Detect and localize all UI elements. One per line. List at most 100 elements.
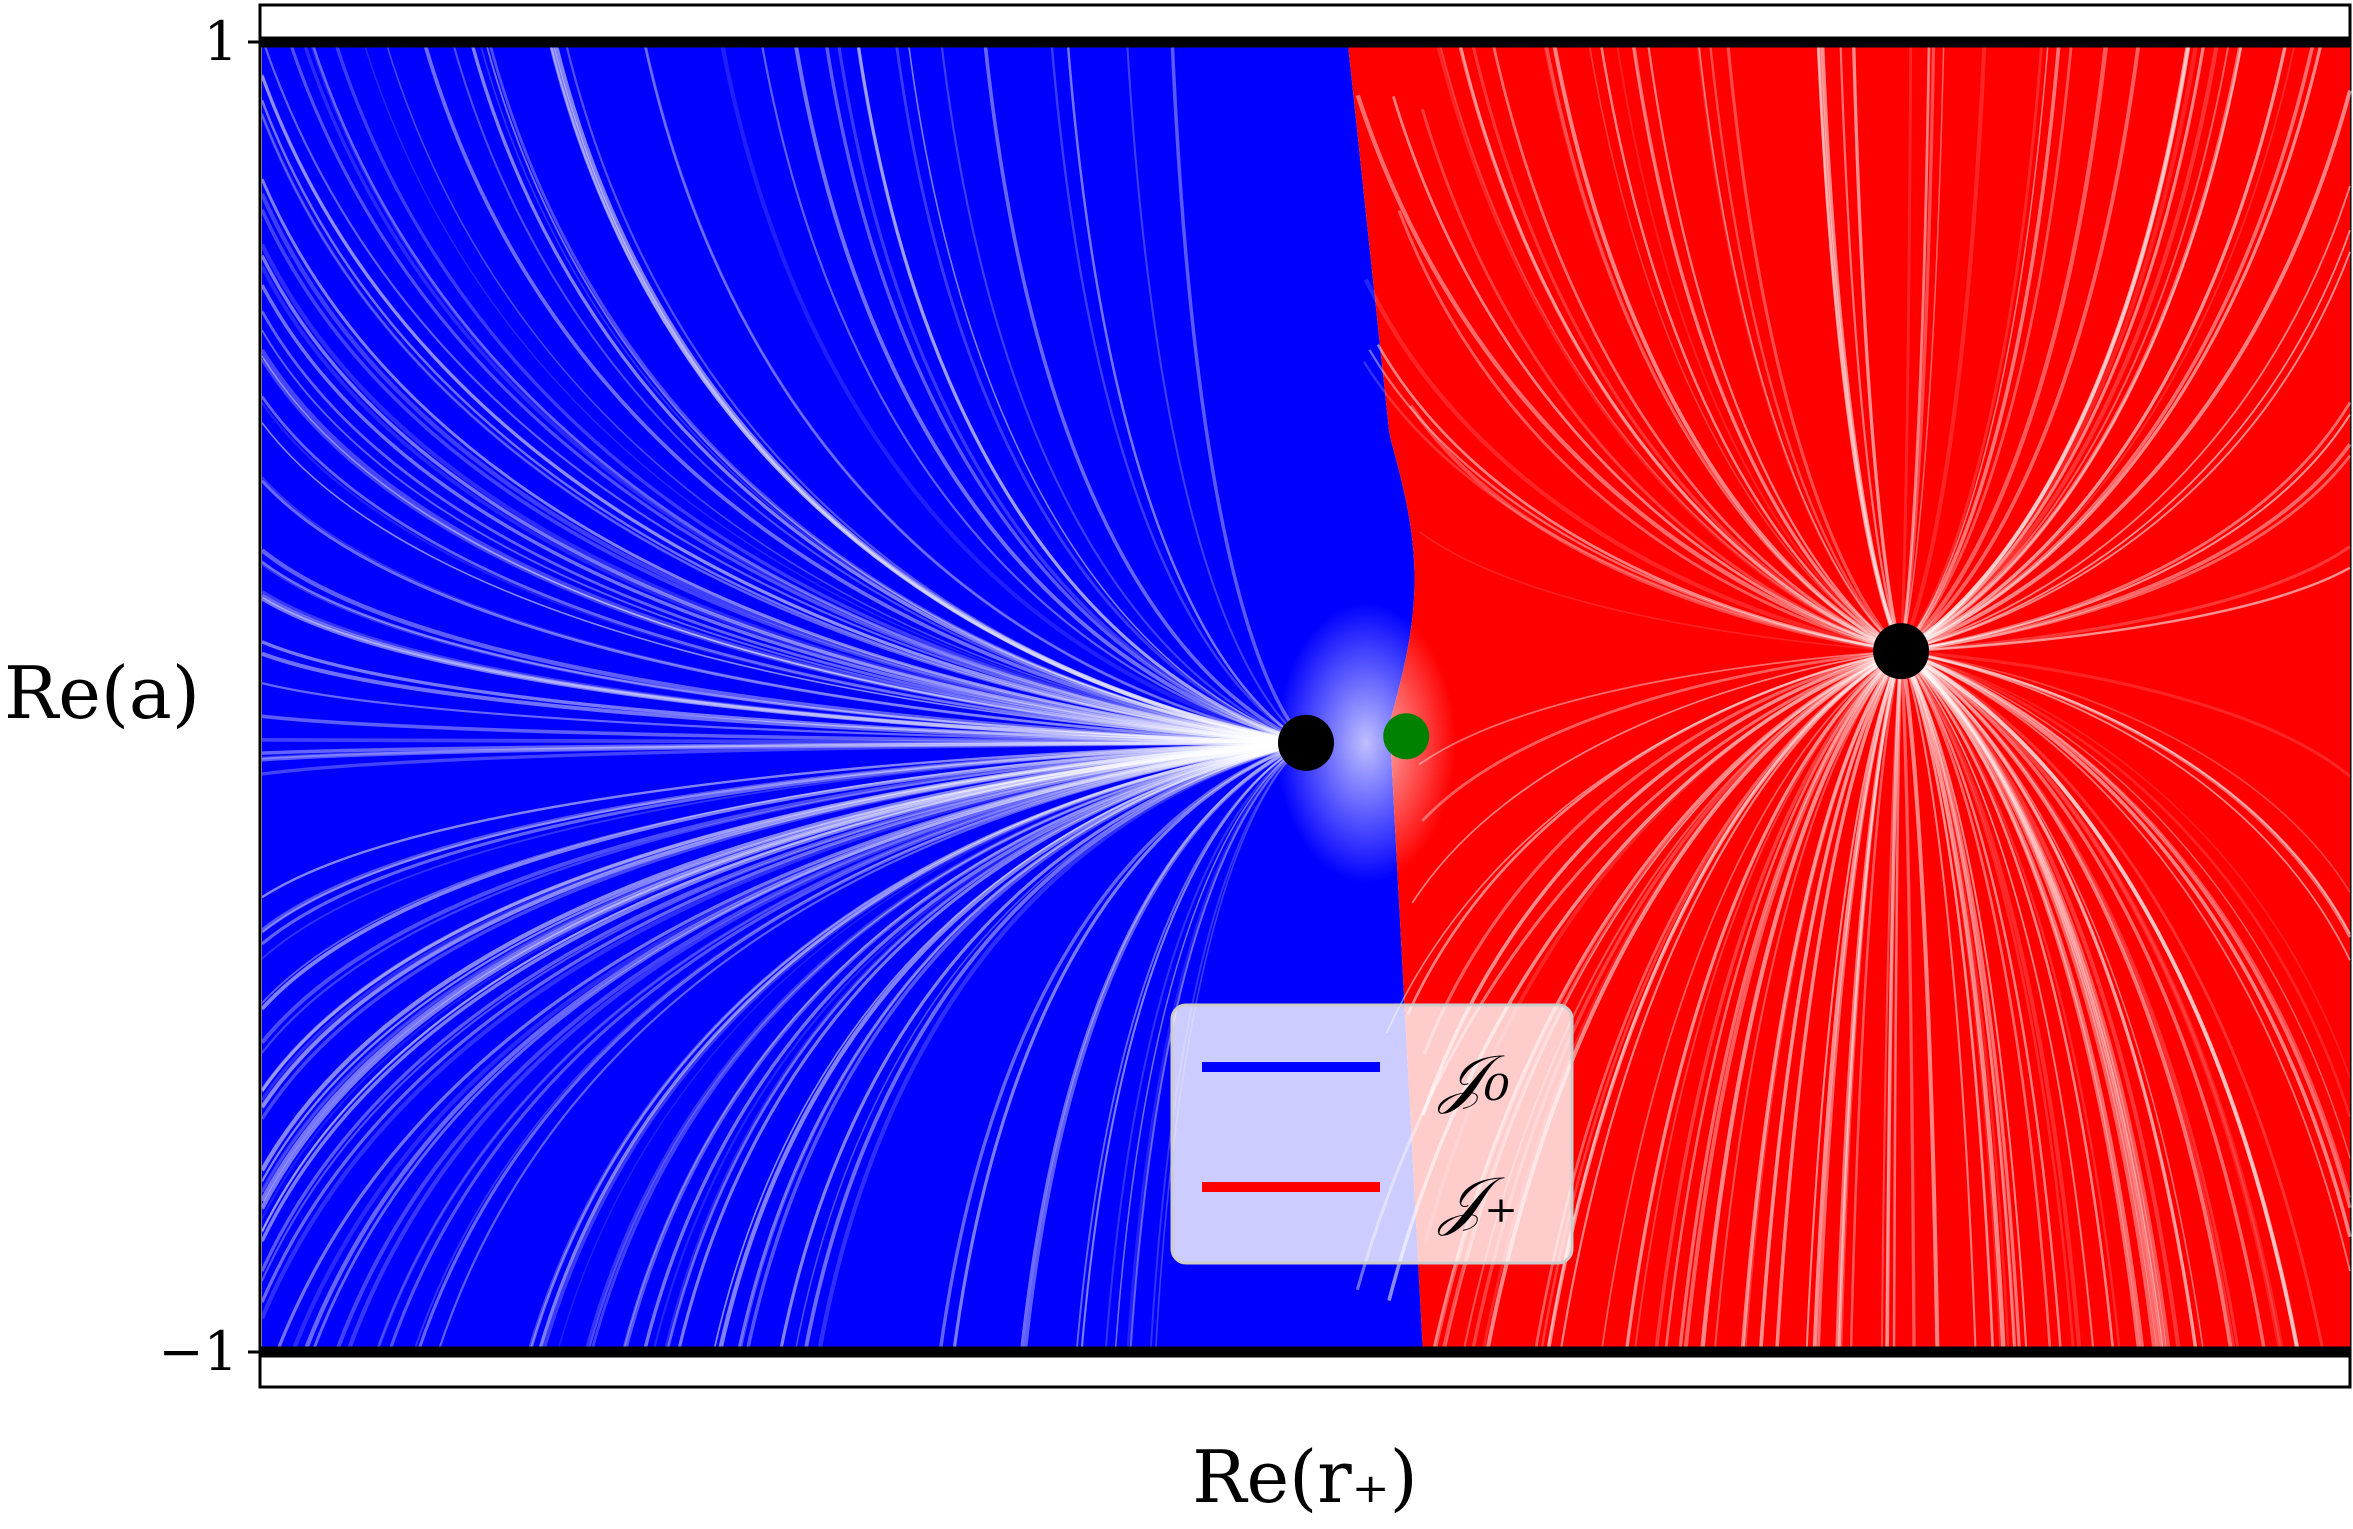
streamline-jplus xyxy=(1900,649,2301,1352)
streamline-jplus xyxy=(1726,42,1903,653)
streamline-j0 xyxy=(437,741,1307,1352)
streamline-jplus xyxy=(1409,404,1902,654)
streamline-j0 xyxy=(262,651,1307,745)
streamline-j0 xyxy=(262,422,1307,744)
streamline-j0 xyxy=(309,42,1307,745)
streamline-jplus xyxy=(1900,649,2234,1352)
streamline-jplus xyxy=(1900,649,2198,1352)
streamline-jplus xyxy=(1900,649,2352,1238)
streamline-j0 xyxy=(262,740,1307,933)
streamline-j0 xyxy=(469,42,1307,745)
streamline-jplus xyxy=(1899,649,2182,1352)
streamline-j0 xyxy=(262,681,1307,744)
streamline-j0 xyxy=(262,402,1307,744)
streamline-j0 xyxy=(262,209,1307,745)
streamline-jplus xyxy=(1900,42,2191,653)
streamline-jplus xyxy=(1900,42,2244,654)
streamline-jplus xyxy=(1900,650,2205,1352)
streamline-jplus xyxy=(1699,649,1903,1352)
streamline-j0 xyxy=(262,737,1307,745)
streamline-jplus xyxy=(1900,42,2231,653)
streamline-jplus xyxy=(1899,42,1987,653)
streamline-jplus xyxy=(1900,454,2352,653)
streamline-jplus xyxy=(1900,42,2243,653)
streamline-j0 xyxy=(676,741,1307,1352)
streamline-j0 xyxy=(663,740,1307,1352)
streamline-j0 xyxy=(362,42,1307,744)
streamline-jplus xyxy=(1696,42,1902,653)
streamline-jplus xyxy=(1900,89,2352,654)
streamline-j0 xyxy=(803,740,1307,1352)
streamline-j0 xyxy=(275,741,1307,1352)
streamlines-j0 xyxy=(262,42,1456,1352)
streamline-j0 xyxy=(262,741,1307,1004)
streamline-j0 xyxy=(262,741,1307,1101)
region-fill-jplus xyxy=(1347,42,2350,1352)
streamline-jplus xyxy=(1900,649,2325,1352)
streamline-j0 xyxy=(262,741,1307,1282)
streamline-j0 xyxy=(1126,741,1308,1352)
streamline-jplus xyxy=(1900,649,2352,778)
streamline-j0 xyxy=(262,254,1307,745)
streamline-jplus xyxy=(1901,566,2351,653)
streamline-jplus xyxy=(1900,42,2049,652)
streamline-j0 xyxy=(451,42,1307,744)
streamline-jplus xyxy=(1816,42,1904,653)
streamline-jplus xyxy=(1900,42,2297,652)
legend-label-jplus: 𝒥₊ xyxy=(1437,1164,1518,1238)
streamline-j0 xyxy=(1114,742,1307,1352)
streamline-j0 xyxy=(262,740,1307,1320)
streamline-jplus xyxy=(1545,650,1902,1352)
legend-label-j0: 𝒥₀ xyxy=(1437,1042,1510,1116)
streamline-j0 xyxy=(836,42,1307,745)
streamline-j0 xyxy=(262,99,1307,745)
streamline-j0 xyxy=(621,741,1307,1352)
streamline-j0 xyxy=(262,740,1307,1011)
streamline-j0 xyxy=(824,42,1307,745)
streamline-jplus xyxy=(1900,650,2095,1352)
streamline-jplus xyxy=(1839,42,1903,652)
streamline-j0 xyxy=(262,548,1307,746)
streamline-j0 xyxy=(262,741,1307,960)
streamline-j0 xyxy=(262,562,1307,745)
streamline-j0 xyxy=(262,640,1307,745)
streamline-j0 xyxy=(262,596,1307,745)
streamline-jplus xyxy=(1900,251,2351,653)
streamline-jplus xyxy=(1900,649,2236,1352)
streamline-j0 xyxy=(262,740,1307,762)
streamline-j0 xyxy=(290,740,1307,1352)
streamline-j0 xyxy=(262,741,1307,946)
streamline-jplus xyxy=(1600,650,1902,1352)
streamline-j0 xyxy=(556,742,1307,1352)
streamline-jplus xyxy=(1900,42,1945,652)
streamline-j0 xyxy=(387,741,1307,1352)
streamline-jplus xyxy=(1900,649,2161,1352)
streamline-jplus xyxy=(1406,649,1902,1015)
streamline-j0 xyxy=(1104,741,1307,1352)
streamline-j0 xyxy=(527,741,1307,1352)
critical-point-2 xyxy=(1873,623,1930,680)
streamline-jplus xyxy=(1899,650,2006,1352)
streamline-j0 xyxy=(262,265,1307,745)
streamline-j0 xyxy=(794,742,1307,1352)
streamline-jplus xyxy=(1849,650,1903,1352)
streamline-j0 xyxy=(262,113,1307,745)
streamline-j0 xyxy=(622,740,1307,1352)
streamline-jplus xyxy=(1631,42,1902,653)
streamline-j0 xyxy=(587,741,1307,1352)
streamline-jplus xyxy=(1740,650,1903,1352)
streamline-j0 xyxy=(1022,740,1307,1352)
streamline-jplus xyxy=(1624,649,1903,1352)
streamline-j0 xyxy=(816,740,1307,1352)
streamline-jplus xyxy=(1491,42,1902,653)
streamline-jplus xyxy=(1899,649,2158,1352)
streamline-jplus xyxy=(1363,278,1902,654)
streamline-jplus xyxy=(1899,650,1995,1352)
streamline-jplus xyxy=(1544,42,1902,653)
streamline-jplus xyxy=(1900,649,2352,938)
streamline-jplus xyxy=(1411,650,1902,904)
streamline-j0 xyxy=(262,74,1307,745)
streamline-j0 xyxy=(262,329,1307,744)
streamline-jplus xyxy=(1376,343,1902,653)
streamline-jplus xyxy=(1899,42,1936,652)
